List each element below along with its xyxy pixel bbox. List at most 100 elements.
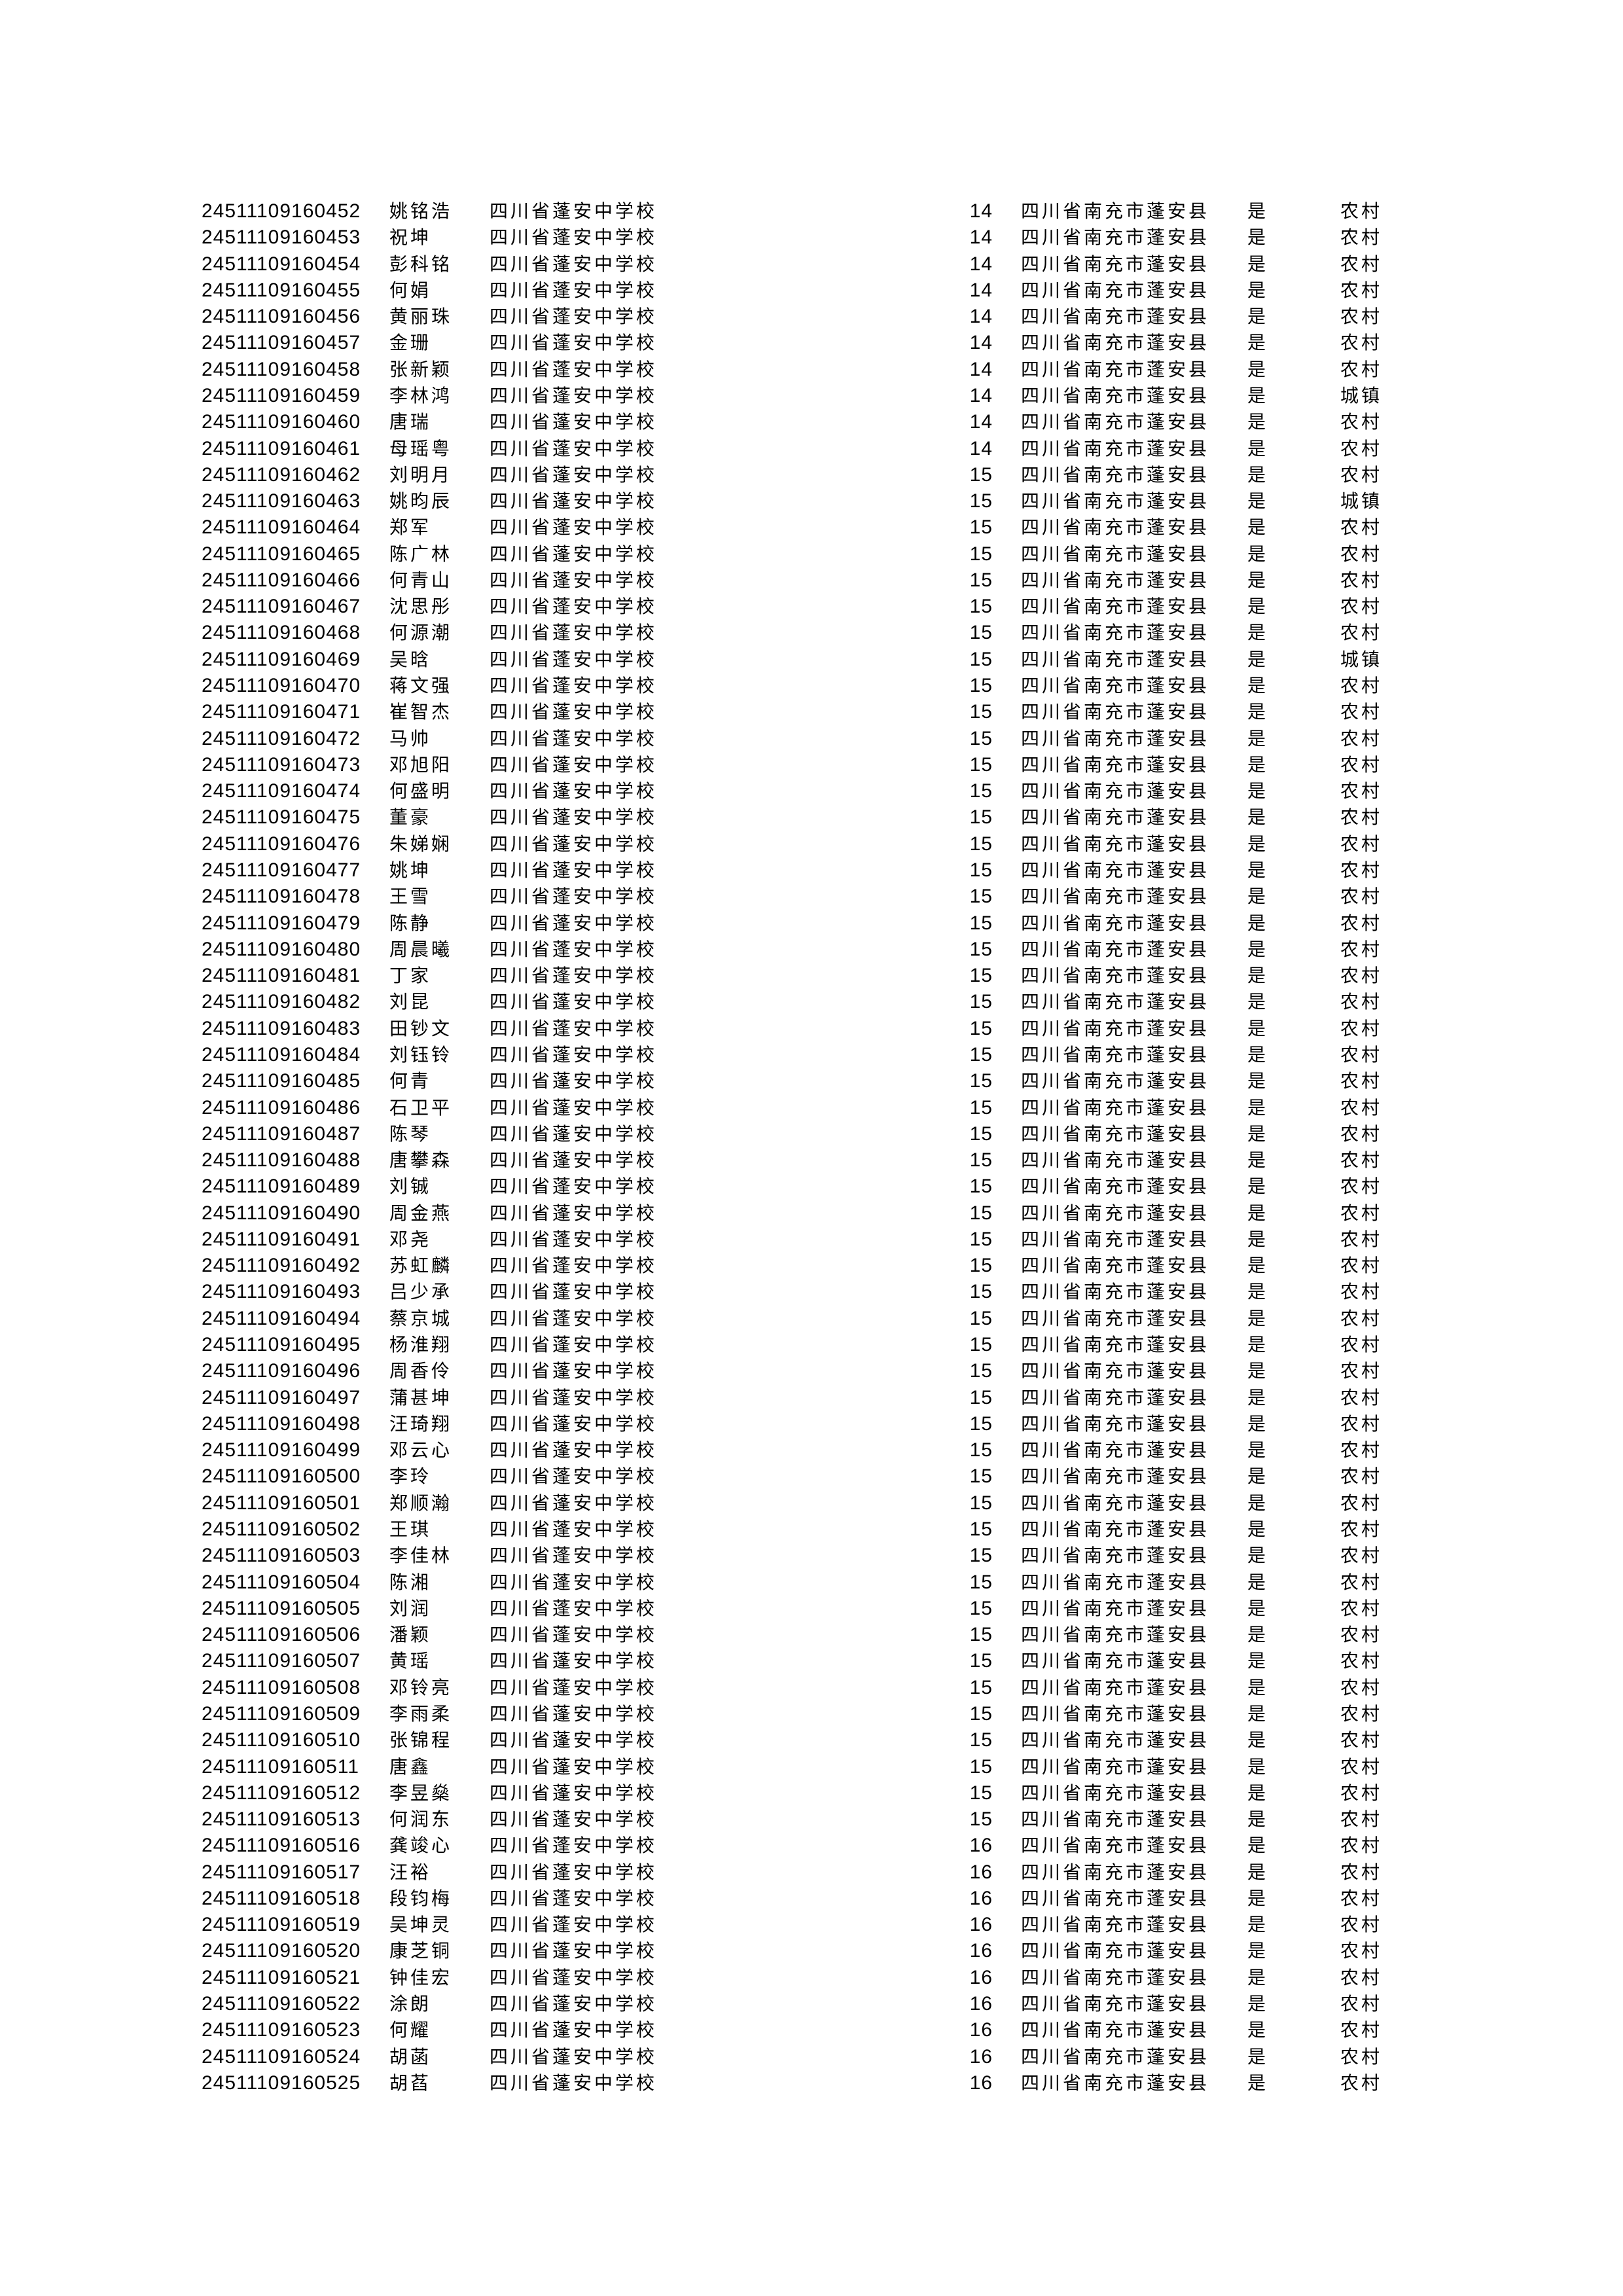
- table-row: 24511109160498 汪琦翔 四川省蓬安中学校 15 四川省南充市蓬安县…: [0, 1411, 1623, 1437]
- age-cell: 15: [969, 1123, 993, 1145]
- age-cell: 15: [969, 912, 993, 934]
- confirmed-flag-cell: 是: [1247, 1388, 1269, 1408]
- confirmed-flag-cell: 是: [1247, 649, 1269, 670]
- student-name-cell: 邓尧: [389, 1229, 432, 1249]
- age-cell: 15: [969, 1465, 993, 1487]
- age-cell: 15: [969, 701, 993, 723]
- student-id-cell: 24511109160464: [202, 516, 361, 538]
- confirmed-flag-cell: 是: [1247, 280, 1269, 300]
- residence-cell: 农村: [1340, 596, 1383, 617]
- region-cell: 四川省南充市蓬安县: [1021, 1994, 1210, 2014]
- region-cell: 四川省南充市蓬安县: [1021, 491, 1210, 511]
- school-cell: 四川省蓬安中学校: [490, 2020, 658, 2040]
- residence-cell: 农村: [1340, 1150, 1383, 1170]
- school-cell: 四川省蓬安中学校: [490, 1704, 658, 1724]
- school-cell: 四川省蓬安中学校: [490, 465, 658, 485]
- student-name-cell: 王雪: [389, 886, 432, 906]
- student-name-cell: 蒲甚坤: [389, 1388, 453, 1408]
- school-cell: 四川省蓬安中学校: [490, 1651, 658, 1671]
- age-cell: 15: [969, 1334, 993, 1355]
- student-id-cell: 24511109160497: [202, 1387, 361, 1408]
- age-cell: 16: [969, 1861, 993, 1883]
- student-id-cell: 24511109160489: [202, 1175, 361, 1197]
- student-id-cell: 24511109160466: [202, 569, 361, 591]
- region-cell: 四川省南充市蓬安县: [1021, 386, 1210, 406]
- student-id-cell: 24511109160493: [202, 1281, 361, 1302]
- school-cell: 四川省蓬安中学校: [490, 201, 658, 221]
- region-cell: 四川省南充市蓬安县: [1021, 2047, 1210, 2067]
- table-row: 24511109160468 何源潮 四川省蓬安中学校 15 四川省南充市蓬安县…: [0, 620, 1623, 646]
- confirmed-flag-cell: 是: [1247, 1071, 1269, 1091]
- student-id-cell: 24511109160467: [202, 596, 361, 617]
- table-row: 24511109160481 丁家 四川省蓬安中学校 15 四川省南充市蓬安县 …: [0, 963, 1623, 989]
- student-name-cell: 彭科铭: [389, 254, 453, 274]
- student-id-cell: 24511109160453: [202, 226, 361, 248]
- table-row: 24511109160467 沈思彤 四川省蓬安中学校 15 四川省南充市蓬安县…: [0, 594, 1623, 620]
- confirmed-flag-cell: 是: [1247, 596, 1269, 617]
- table-row: 24511109160516 龚竣心 四川省蓬安中学校 16 四川省南充市蓬安县…: [0, 1833, 1623, 1859]
- region-cell: 四川省南充市蓬安县: [1021, 596, 1210, 617]
- student-id-cell: 24511109160521: [202, 1967, 361, 1988]
- student-id-cell: 24511109160482: [202, 991, 361, 1013]
- region-cell: 四川省南充市蓬安县: [1021, 781, 1210, 801]
- confirmed-flag-cell: 是: [1247, 1150, 1269, 1170]
- student-name-cell: 刘铖: [389, 1176, 432, 1196]
- school-cell: 四川省蓬安中学校: [490, 913, 658, 933]
- student-name-cell: 汪琦翔: [389, 1414, 453, 1434]
- region-cell: 四川省南充市蓬安县: [1021, 1598, 1210, 1619]
- residence-cell: 农村: [1340, 1519, 1383, 1539]
- confirmed-flag-cell: 是: [1247, 1045, 1269, 1065]
- school-cell: 四川省蓬安中学校: [490, 280, 658, 300]
- student-id-cell: 24511109160495: [202, 1334, 361, 1355]
- region-cell: 四川省南充市蓬安县: [1021, 412, 1210, 432]
- student-name-cell: 刘明月: [389, 465, 453, 485]
- table-row: 24511109160506 潘颖 四川省蓬安中学校 15 四川省南充市蓬安县 …: [0, 1622, 1623, 1648]
- confirmed-flag-cell: 是: [1247, 1414, 1269, 1434]
- student-id-cell: 24511109160454: [202, 253, 361, 275]
- age-cell: 15: [969, 1229, 993, 1250]
- student-name-cell: 蔡京城: [389, 1308, 453, 1329]
- table-row: 24511109160497 蒲甚坤 四川省蓬安中学校 15 四川省南充市蓬安县…: [0, 1385, 1623, 1411]
- region-cell: 四川省南充市蓬安县: [1021, 886, 1210, 906]
- confirmed-flag-cell: 是: [1247, 886, 1269, 906]
- residence-cell: 农村: [1340, 359, 1383, 380]
- table-row: 24511109160478 王雪 四川省蓬安中学校 15 四川省南充市蓬安县 …: [0, 884, 1623, 910]
- region-cell: 四川省南充市蓬安县: [1021, 1414, 1210, 1434]
- student-name-cell: 马帅: [389, 728, 432, 749]
- region-cell: 四川省南充市蓬安县: [1021, 1967, 1210, 1988]
- table-row: 24511109160470 蒋文强 四川省蓬安中学校 15 四川省南充市蓬安县…: [0, 673, 1623, 699]
- confirmed-flag-cell: 是: [1247, 675, 1269, 696]
- student-name-cell: 何娟: [389, 280, 432, 300]
- region-cell: 四川省南充市蓬安县: [1021, 280, 1210, 300]
- region-cell: 四川省南充市蓬安县: [1021, 1730, 1210, 1750]
- confirmed-flag-cell: 是: [1247, 439, 1269, 459]
- region-cell: 四川省南充市蓬安县: [1021, 1809, 1210, 1829]
- school-cell: 四川省蓬安中学校: [490, 860, 658, 880]
- student-id-cell: 24511109160476: [202, 833, 361, 855]
- confirmed-flag-cell: 是: [1247, 1493, 1269, 1513]
- student-name-cell: 蒋文强: [389, 675, 453, 696]
- school-cell: 四川省蓬安中学校: [490, 1071, 658, 1091]
- age-cell: 15: [969, 859, 993, 881]
- table-row: 24511109160460 唐瑞 四川省蓬安中学校 14 四川省南充市蓬安县 …: [0, 409, 1623, 435]
- school-cell: 四川省蓬安中学校: [490, 834, 658, 854]
- confirmed-flag-cell: 是: [1247, 1440, 1269, 1460]
- school-cell: 四川省蓬安中学校: [490, 359, 658, 380]
- age-cell: 15: [969, 1281, 993, 1302]
- region-cell: 四川省南充市蓬安县: [1021, 1914, 1210, 1935]
- school-cell: 四川省蓬安中学校: [490, 702, 658, 722]
- residence-cell: 城镇: [1340, 649, 1383, 670]
- age-cell: 15: [969, 1571, 993, 1593]
- region-cell: 四川省南充市蓬安县: [1021, 1388, 1210, 1408]
- student-id-cell: 24511109160525: [202, 2072, 361, 2094]
- table-row: 24511109160505 刘润 四川省蓬安中学校 15 四川省南充市蓬安县 …: [0, 1596, 1623, 1622]
- student-id-cell: 24511109160522: [202, 1993, 361, 2015]
- region-cell: 四川省南充市蓬安县: [1021, 1493, 1210, 1513]
- region-cell: 四川省南充市蓬安县: [1021, 1045, 1210, 1065]
- table-row: 24511109160501 郑顺瀚 四川省蓬安中学校 15 四川省南充市蓬安县…: [0, 1490, 1623, 1516]
- school-cell: 四川省蓬安中学校: [490, 807, 658, 827]
- confirmed-flag-cell: 是: [1247, 781, 1269, 801]
- residence-cell: 农村: [1340, 1677, 1383, 1698]
- table-row: 24511109160496 周香伶 四川省蓬安中学校 15 四川省南充市蓬安县…: [0, 1358, 1623, 1384]
- residence-cell: 农村: [1340, 1493, 1383, 1513]
